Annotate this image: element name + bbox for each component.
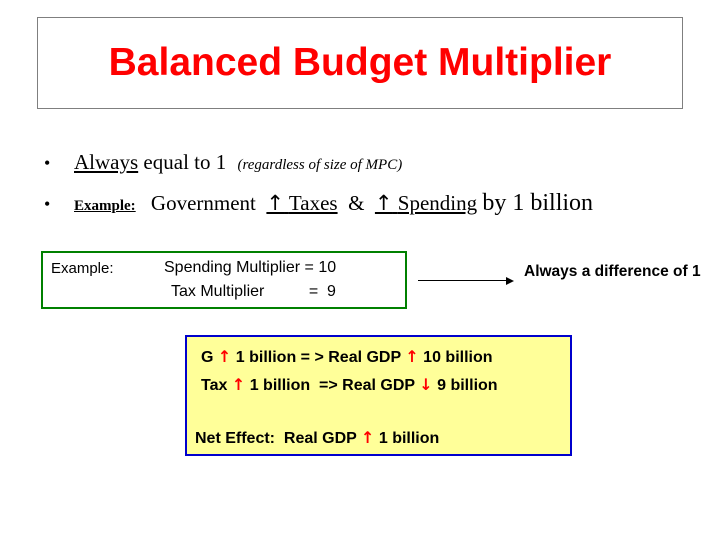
title-box: Balanced Budget Multiplier xyxy=(37,17,683,109)
tax-increase-line: Tax ↑ 1 billion => Real GDP ↓ 9 billion xyxy=(201,375,498,394)
equal-to-text: equal to 1 xyxy=(143,150,227,174)
up-arrow-icon: ↑ xyxy=(405,347,419,366)
arrow-head-icon xyxy=(506,277,514,285)
g-increase-line: G ↑ 1 billion = > Real GDP ↑ 10 billion xyxy=(201,347,493,366)
mpc-note: (regardless of size of MPC) xyxy=(237,157,403,173)
up-arrow-icon: ↑ xyxy=(360,428,375,447)
result-box: G ↑ 1 billion = > Real GDP ↑ 10 billion … xyxy=(185,335,572,456)
connector-line xyxy=(418,280,510,281)
up-arrow-icon: ↑ xyxy=(217,347,232,366)
net-effect-line: Net Effect: Real GDP ↑ 1 billion xyxy=(195,428,440,447)
always-text: Always xyxy=(74,150,139,174)
government-text: Government xyxy=(150,191,256,215)
tax-multiplier-line: Tax Multiplier = 9 xyxy=(171,283,336,300)
taxes-text: Taxes xyxy=(288,191,338,215)
example-box-label: Example: xyxy=(51,260,114,277)
up-arrow-icon: ↑ xyxy=(266,191,285,215)
bullet-dot: • xyxy=(44,194,51,214)
example-box: Example: Spending Multiplier = 10 Tax Mu… xyxy=(41,251,407,309)
down-arrow-icon: ↓ xyxy=(419,375,433,394)
spending-text: Spending xyxy=(397,191,478,215)
bullet-always: • Always equal to 1 (regardless of size o… xyxy=(44,150,402,175)
spending-multiplier-line: Spending Multiplier = 10 xyxy=(164,259,337,276)
up-arrow-icon: ↑ xyxy=(231,375,246,394)
up-arrow-icon: ↑ xyxy=(374,191,393,215)
ampersand-text: & xyxy=(348,191,365,215)
bullet-example: • Example: Government ↑ Taxes & ↑ Spendin… xyxy=(44,190,593,217)
by-billion-text: by 1 billion xyxy=(482,190,594,216)
example-label: Example: xyxy=(74,198,136,214)
slide-title: Balanced Budget Multiplier xyxy=(108,41,612,84)
bullet-dot: • xyxy=(44,153,51,173)
difference-note: Always a difference of 1 xyxy=(524,263,701,280)
